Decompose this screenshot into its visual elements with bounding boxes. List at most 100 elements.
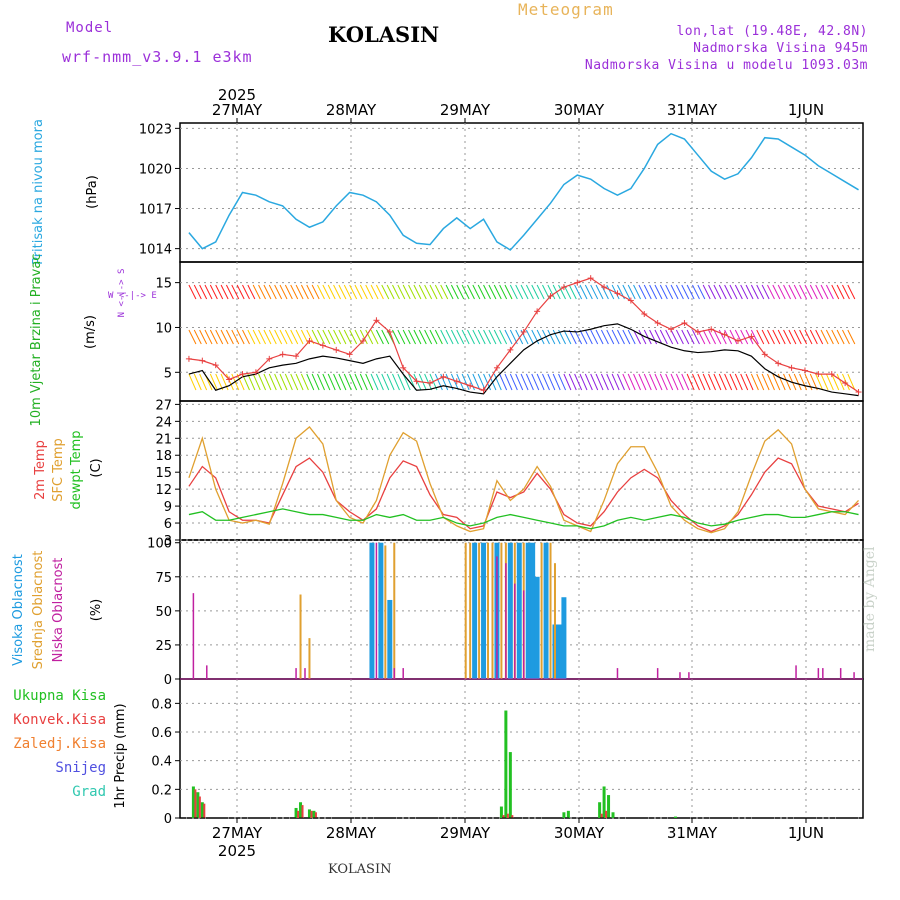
wind-barb <box>375 329 384 345</box>
cloud-legend-3: Niska Oblacnost <box>51 558 66 663</box>
wind-barb <box>515 329 524 345</box>
wind-barb <box>515 284 524 300</box>
wind-barb <box>643 284 652 300</box>
wind-barb <box>231 329 240 345</box>
bottom-station-label: KOLASIN <box>328 862 392 877</box>
wind-barb <box>338 329 347 345</box>
wind-barb <box>681 329 690 345</box>
wind-barb <box>188 284 197 300</box>
cloud-bar <box>491 542 494 679</box>
wind-barb <box>793 329 802 345</box>
station-title: KOLASIN <box>328 22 440 47</box>
wind-barb <box>788 329 797 345</box>
wind-barb <box>767 373 775 391</box>
wind-barb <box>204 329 213 345</box>
wind-barb <box>713 373 722 391</box>
wind-barb <box>584 373 593 391</box>
wind-barb <box>493 329 502 345</box>
wind-barb <box>836 284 845 300</box>
wind-barb <box>842 373 850 391</box>
wind-barb <box>493 373 502 391</box>
cloud-bar <box>817 668 820 679</box>
wind-barb <box>274 284 283 300</box>
cloud-bar <box>679 672 681 679</box>
wind-barb <box>311 284 320 300</box>
wind-barb <box>692 284 700 300</box>
wind-barb <box>750 284 759 300</box>
precip-bar <box>506 813 509 818</box>
y-tick-label: 18 <box>155 449 172 464</box>
wind-barb <box>300 373 309 391</box>
wind-barb <box>199 329 208 345</box>
wind-barb <box>627 329 636 345</box>
wind-barb <box>638 373 647 391</box>
wind-barb <box>456 329 465 345</box>
precip-bar <box>200 802 204 818</box>
wind-barb <box>290 329 299 345</box>
wind-barb <box>724 373 733 391</box>
precip-bar <box>307 809 311 818</box>
year-label-top: 2025 <box>218 86 256 104</box>
credit-label: made by Angel <box>862 546 878 653</box>
cloud-bar <box>525 542 531 679</box>
wind-barb <box>702 373 711 391</box>
wind-barb <box>825 373 834 391</box>
wind-barb <box>488 284 497 300</box>
temp-legend-1: 2m Temp <box>33 440 48 500</box>
precip-bar <box>196 792 200 818</box>
cloud-bar <box>295 668 297 679</box>
precip-legend-5: Grad <box>72 784 106 800</box>
wind-barb <box>568 284 577 300</box>
precip-bar <box>312 810 316 818</box>
wind-barb <box>643 373 652 391</box>
wind-barb <box>547 284 556 300</box>
wind-barb <box>542 284 550 300</box>
cloud-bar <box>822 668 824 679</box>
wind-barb <box>193 329 202 345</box>
wind-barb <box>349 373 358 391</box>
temp-line-1 <box>188 457 859 533</box>
wind-barb <box>718 373 727 391</box>
cloud-bar <box>543 542 549 679</box>
panel-frame-3 <box>179 400 864 541</box>
wind-barb <box>242 284 250 300</box>
cloud-bar <box>839 668 842 679</box>
wind-barb <box>622 329 631 345</box>
wind-barb <box>590 329 599 345</box>
wind-barb <box>681 373 690 391</box>
wind-barb <box>402 329 411 345</box>
precip-bar <box>203 803 206 818</box>
wind-barb <box>654 373 663 391</box>
wind-barb <box>665 329 674 345</box>
wind-barb <box>643 329 652 345</box>
wind-barb <box>542 373 550 391</box>
wind-barb <box>654 284 663 300</box>
wind-barb <box>734 329 743 345</box>
y-tick-label: 0.4 <box>151 755 172 770</box>
wind-barb <box>831 284 840 300</box>
wind-barb <box>290 284 299 300</box>
wind-barb <box>740 373 749 391</box>
wind-barb <box>375 373 384 391</box>
wind-barb <box>236 284 245 300</box>
wind-barb <box>365 373 374 391</box>
wind-barb <box>836 329 845 345</box>
wind-barb <box>215 284 224 300</box>
wind-barb <box>520 284 529 300</box>
wind-barb <box>343 329 352 345</box>
cloud-bar <box>308 638 311 679</box>
cloud-bar <box>561 597 567 679</box>
wind-barb <box>311 329 320 345</box>
wind-barb <box>584 329 593 345</box>
wind-barb <box>429 284 438 300</box>
wind-barb <box>740 284 749 300</box>
wind-barb <box>552 329 561 345</box>
date-label-bottom: 28MAY <box>326 824 377 842</box>
wind-barb <box>306 284 315 300</box>
wind-barb <box>584 284 593 300</box>
cloud-bar <box>522 590 525 679</box>
wind-barb <box>745 284 754 300</box>
wind-barb <box>842 329 850 345</box>
precip-bar <box>314 812 317 818</box>
wind-barb <box>188 373 197 391</box>
